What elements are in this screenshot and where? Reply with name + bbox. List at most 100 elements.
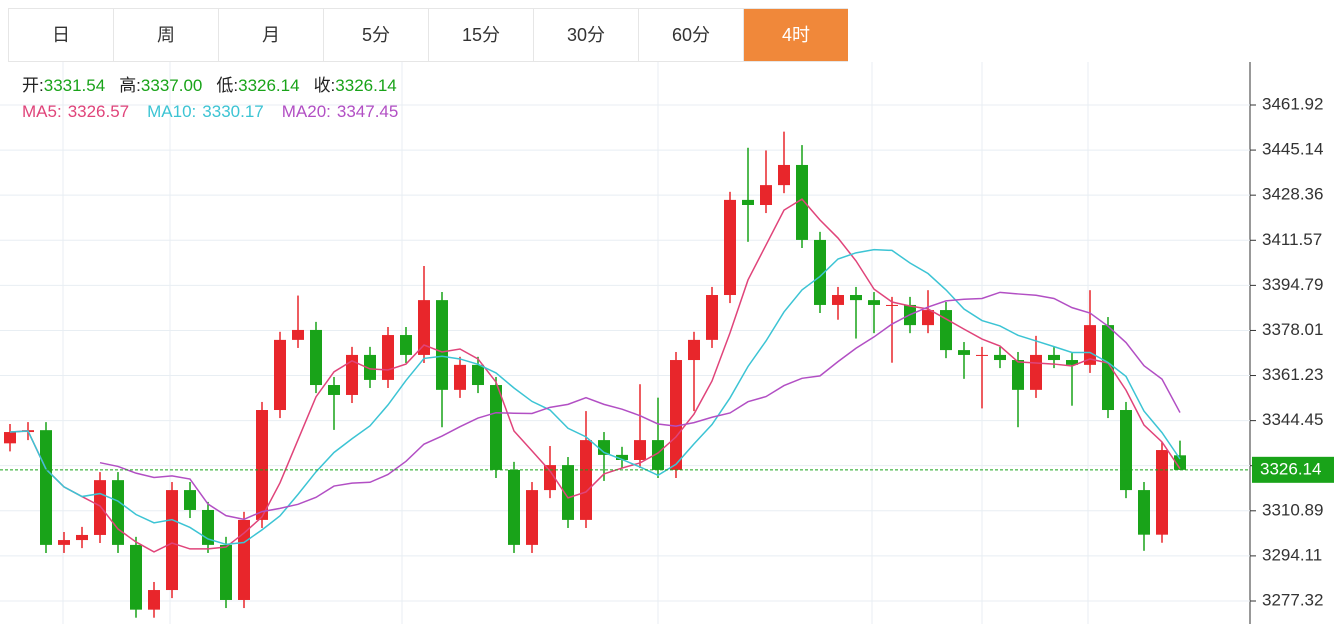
candle-body — [1138, 490, 1150, 535]
candle-body — [958, 350, 970, 355]
legend-name: MA20: — [282, 102, 331, 121]
candle-body — [256, 410, 268, 520]
ma-line — [9, 198, 1181, 553]
tab[interactable]: 30分 — [533, 8, 638, 62]
ma-line — [99, 291, 1181, 521]
candle-body — [724, 199, 736, 296]
candle-body — [274, 339, 286, 411]
ma-line — [9, 248, 1181, 546]
tab[interactable]: 周 — [113, 8, 218, 62]
candle-body — [616, 454, 628, 460]
candle-body — [1156, 450, 1168, 535]
y-tick-label: 3445.14 — [1262, 140, 1323, 159]
candle-body — [130, 544, 142, 610]
legend-value: 3330.17 — [202, 102, 263, 121]
info-label: 开: — [22, 76, 44, 95]
candle-body — [220, 544, 232, 600]
candle-body — [562, 465, 574, 520]
candle-body — [544, 465, 556, 491]
tab[interactable]: 5分 — [323, 8, 428, 62]
y-tick-label: 3361.23 — [1262, 365, 1323, 384]
candle-body — [310, 329, 322, 386]
candle-body — [328, 385, 340, 395]
tab[interactable]: 4时 — [743, 8, 848, 62]
legend-value: 3347.45 — [337, 102, 398, 121]
candle-body — [346, 354, 358, 395]
candle-body — [706, 295, 718, 340]
candle-body — [850, 295, 862, 301]
candle-body — [994, 354, 1006, 361]
candle-body — [868, 300, 880, 305]
candle-body — [148, 590, 160, 610]
candle-body — [634, 440, 646, 460]
candle-body — [364, 354, 376, 380]
candle-body — [580, 440, 592, 520]
candle-body — [490, 385, 502, 470]
candle-body — [238, 519, 250, 600]
candle-body — [94, 480, 106, 535]
legend-value: 3326.57 — [68, 102, 129, 121]
info-value: 3331.54 — [44, 76, 105, 95]
candle-body — [472, 364, 484, 386]
price-tag-label: 3326.14 — [1260, 459, 1321, 478]
y-tick-label: 3461.92 — [1262, 94, 1323, 113]
candle-body — [976, 354, 988, 356]
tab[interactable]: 日 — [8, 8, 113, 62]
candle-body — [832, 295, 844, 305]
candle-body — [436, 300, 448, 390]
price-tag — [1252, 456, 1334, 483]
candle-body — [1174, 455, 1186, 470]
info-label: 低: — [216, 76, 238, 95]
candle-body — [796, 164, 808, 240]
candle-body — [400, 335, 412, 355]
candle-body — [4, 432, 16, 444]
y-tick-label: 3394.79 — [1262, 275, 1323, 294]
candle-body — [670, 360, 682, 470]
candle-body — [508, 469, 520, 545]
tab-bar: 日周月 5分 15分 30分 60分 4时 — [8, 8, 848, 62]
candle-body — [1120, 410, 1132, 491]
candle-body — [922, 310, 934, 326]
candle-body — [814, 239, 826, 305]
candle-body — [202, 509, 214, 545]
tab[interactable]: 月 — [218, 8, 323, 62]
candle-body — [760, 185, 772, 205]
ohlc-info: 开:3331.54 高:3337.00 低:3326.14 收:3326.14 — [22, 76, 397, 95]
candle-body — [598, 440, 610, 455]
y-tick-label: 3378.01 — [1262, 320, 1323, 339]
y-tick-label: 3428.36 — [1262, 185, 1323, 204]
y-tick-label: 3411.57 — [1262, 230, 1322, 249]
tab[interactable]: 60分 — [638, 8, 743, 62]
candle-body — [742, 199, 754, 205]
legend-name: MA5: — [22, 102, 62, 121]
info-label: 高: — [119, 76, 141, 95]
info-value: 3326.14 — [238, 76, 299, 95]
candle-body — [1012, 360, 1024, 390]
y-tick-label: 3294.11 — [1262, 545, 1322, 564]
candle-body — [652, 440, 664, 470]
ma-legend: MA5: 3326.57 MA10: 3330.17 MA20: 3347.45 — [22, 102, 398, 121]
info-label: 收: — [314, 76, 336, 95]
candle-body — [292, 329, 304, 340]
y-tick-label: 3344.45 — [1262, 410, 1323, 429]
legend-name: MA10: — [147, 102, 196, 121]
info-value: 3326.14 — [335, 76, 396, 95]
candle-body — [76, 534, 88, 541]
candle-body — [418, 300, 430, 355]
v-grid — [62, 62, 1089, 624]
candle-body — [40, 430, 52, 545]
candle-body — [1030, 354, 1042, 390]
candle-body — [454, 364, 466, 390]
candle-body — [778, 164, 790, 186]
y-tick-label: 3310.89 — [1262, 500, 1323, 519]
candle-body — [886, 304, 898, 306]
candle-body — [112, 480, 124, 545]
candle-body — [526, 490, 538, 545]
candle-body — [1048, 354, 1060, 361]
candle-body — [1102, 325, 1114, 411]
candle-body — [184, 490, 196, 510]
candle-body — [382, 335, 394, 380]
tab[interactable]: 15分 — [428, 8, 533, 62]
